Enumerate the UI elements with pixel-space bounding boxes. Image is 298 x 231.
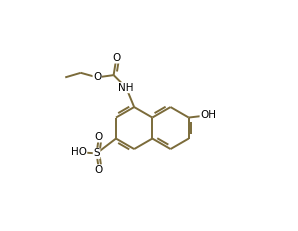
Text: S: S [93,148,100,158]
Text: HO: HO [71,147,87,157]
Text: O: O [93,72,101,82]
Text: OH: OH [200,110,216,120]
Text: NH: NH [118,83,134,93]
Text: O: O [95,132,103,142]
Text: O: O [95,165,103,175]
Text: O: O [112,53,120,63]
